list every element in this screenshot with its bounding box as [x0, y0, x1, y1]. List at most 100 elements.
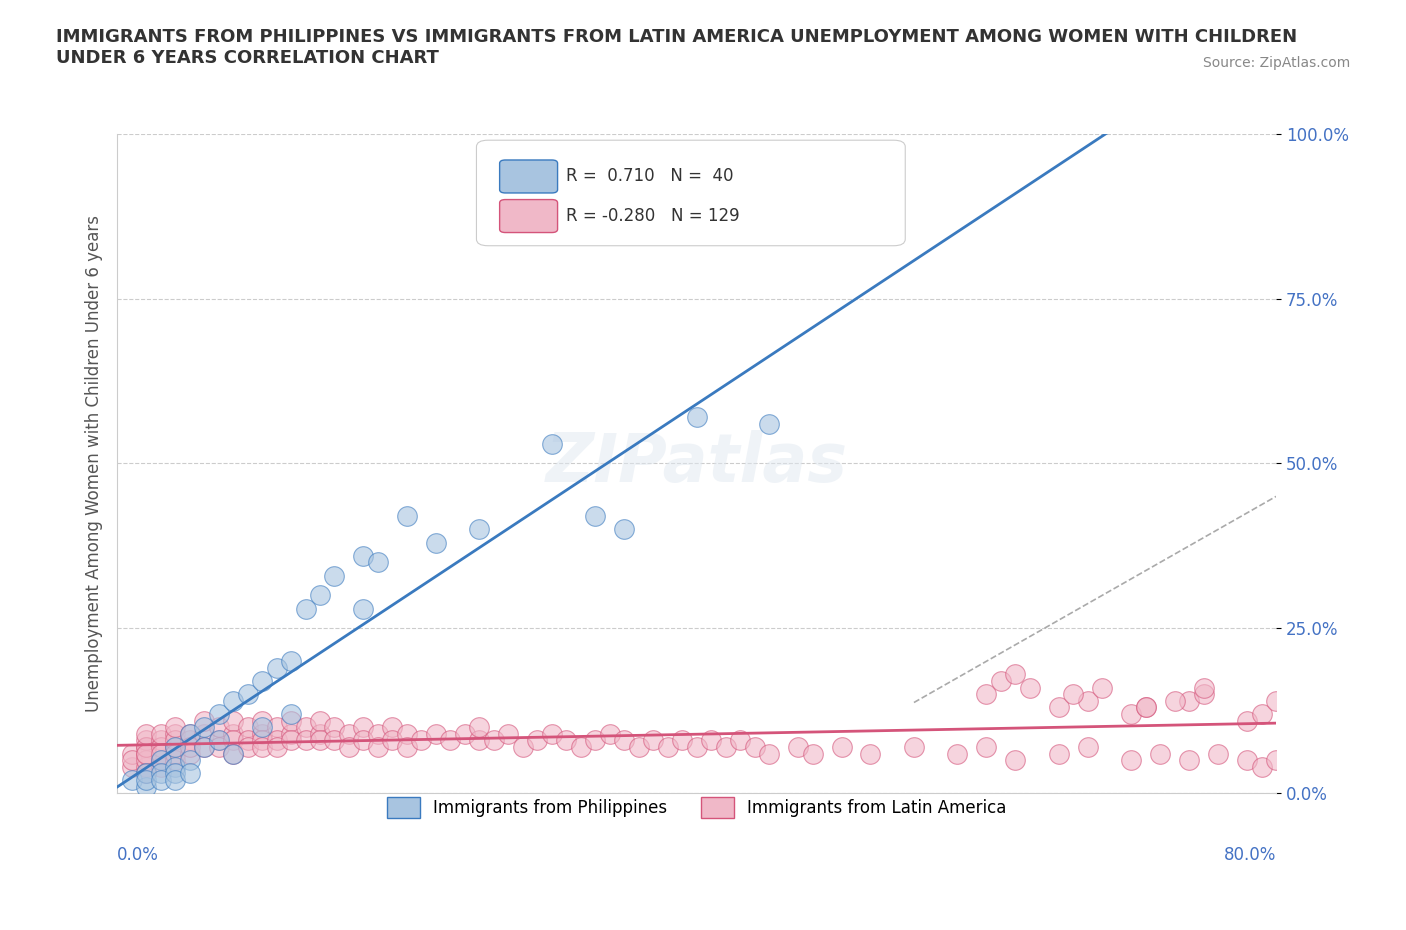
Point: [787, 739, 810, 754]
Point: [1163, 694, 1185, 709]
Point: [193, 713, 215, 728]
Point: [990, 673, 1012, 688]
Point: [280, 654, 302, 669]
Point: [280, 733, 302, 748]
Point: [439, 733, 461, 748]
Point: [323, 568, 346, 583]
Point: [179, 739, 201, 754]
Point: [454, 726, 477, 741]
Point: [685, 739, 707, 754]
Point: [903, 739, 925, 754]
Point: [135, 779, 157, 794]
Point: [135, 766, 157, 781]
Point: [193, 726, 215, 741]
Point: [149, 733, 172, 748]
Text: R = -0.280   N = 129: R = -0.280 N = 129: [565, 207, 740, 225]
Point: [540, 726, 562, 741]
Point: [946, 746, 969, 761]
Point: [744, 739, 766, 754]
FancyBboxPatch shape: [499, 200, 558, 232]
Point: [323, 733, 346, 748]
Point: [250, 726, 273, 741]
Point: [207, 733, 229, 748]
Point: [266, 660, 288, 675]
Point: [381, 720, 404, 735]
Point: [149, 766, 172, 781]
Point: [222, 746, 245, 761]
Point: [512, 739, 534, 754]
Point: [179, 752, 201, 767]
Point: [1077, 739, 1099, 754]
Text: Source: ZipAtlas.com: Source: ZipAtlas.com: [1202, 56, 1350, 70]
Point: [1121, 707, 1143, 722]
Point: [193, 739, 215, 754]
Text: 0.0%: 0.0%: [117, 846, 159, 864]
Point: [599, 726, 621, 741]
Point: [1236, 713, 1258, 728]
Point: [1250, 760, 1272, 775]
Point: [337, 726, 360, 741]
Point: [135, 733, 157, 748]
Point: [700, 733, 723, 748]
Point: [222, 746, 245, 761]
Point: [1091, 680, 1114, 695]
Point: [627, 739, 650, 754]
Point: [1135, 700, 1157, 715]
Point: [758, 417, 780, 432]
Point: [583, 509, 606, 524]
Point: [801, 746, 824, 761]
Point: [193, 720, 215, 735]
Point: [149, 773, 172, 788]
Text: ZIPatlas: ZIPatlas: [546, 431, 848, 497]
Point: [1047, 746, 1070, 761]
Point: [149, 726, 172, 741]
Point: [135, 746, 157, 761]
FancyBboxPatch shape: [477, 140, 905, 246]
Point: [395, 739, 418, 754]
Point: [179, 726, 201, 741]
Point: [266, 720, 288, 735]
Point: [569, 739, 592, 754]
Point: [353, 733, 375, 748]
Point: [367, 726, 389, 741]
Point: [657, 739, 679, 754]
Point: [714, 739, 737, 754]
Text: R =  0.710   N =  40: R = 0.710 N = 40: [565, 167, 733, 185]
Point: [468, 522, 491, 537]
Point: [1206, 746, 1229, 761]
Point: [280, 707, 302, 722]
Point: [165, 746, 187, 761]
Point: [266, 733, 288, 748]
Point: [468, 720, 491, 735]
Point: [222, 733, 245, 748]
Point: [1149, 746, 1171, 761]
Point: [250, 673, 273, 688]
Point: [135, 739, 157, 754]
Point: [381, 733, 404, 748]
Point: [266, 739, 288, 754]
Point: [236, 720, 259, 735]
Point: [643, 733, 665, 748]
Point: [280, 726, 302, 741]
Point: [165, 739, 187, 754]
Point: [250, 739, 273, 754]
Point: [1250, 707, 1272, 722]
Point: [207, 707, 229, 722]
Point: [179, 766, 201, 781]
Point: [121, 746, 143, 761]
Point: [135, 752, 157, 767]
Point: [1192, 680, 1215, 695]
Point: [222, 694, 245, 709]
Point: [135, 760, 157, 775]
Y-axis label: Unemployment Among Women with Children Under 6 years: Unemployment Among Women with Children U…: [86, 215, 103, 711]
Point: [280, 713, 302, 728]
Point: [1077, 694, 1099, 709]
Point: [1178, 694, 1201, 709]
Point: [395, 726, 418, 741]
Point: [149, 746, 172, 761]
Point: [165, 760, 187, 775]
Point: [165, 773, 187, 788]
Point: [583, 733, 606, 748]
Point: [685, 410, 707, 425]
Point: [236, 687, 259, 702]
